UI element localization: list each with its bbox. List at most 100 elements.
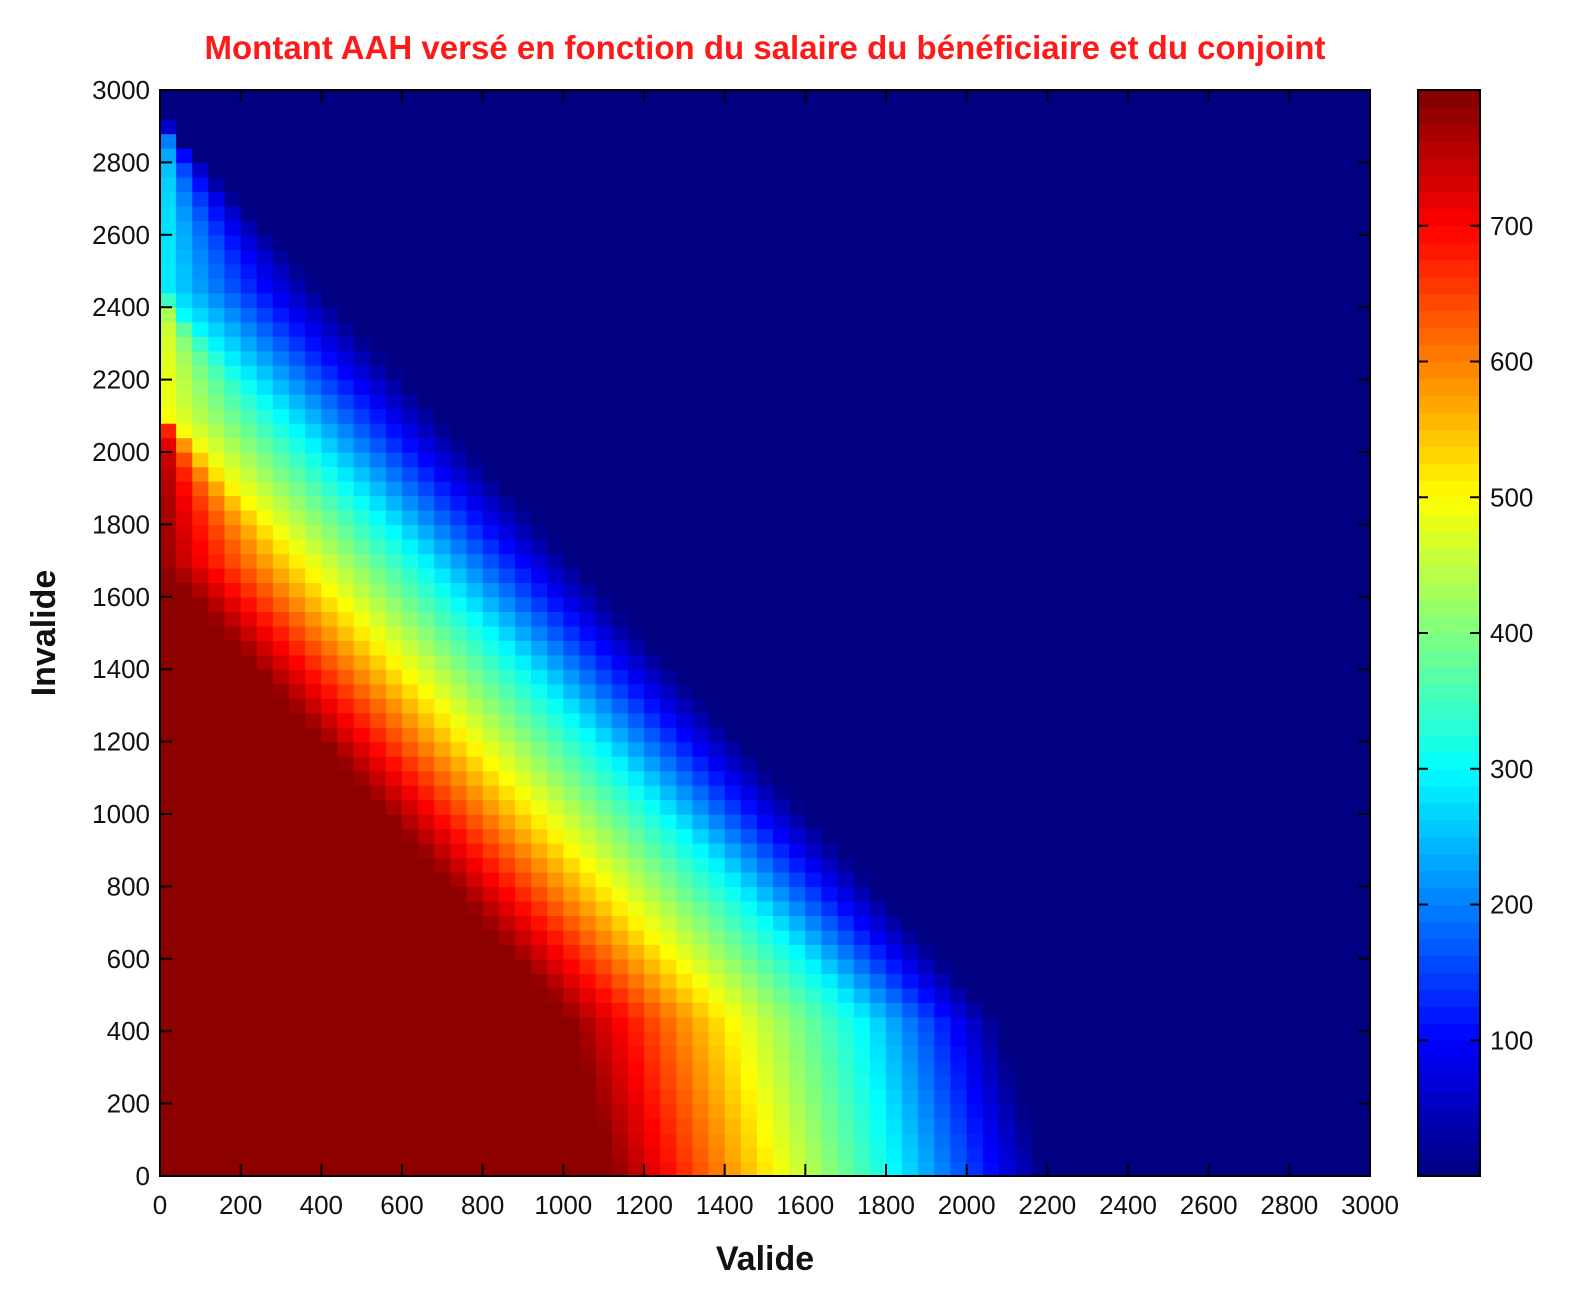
- heatmap-cell: [595, 495, 613, 511]
- heatmap-cell: [708, 727, 726, 743]
- heatmap-cell: [353, 1031, 371, 1047]
- heatmap-cell: [466, 394, 484, 410]
- heatmap-cell: [676, 973, 694, 989]
- heatmap-cell: [692, 452, 710, 468]
- heatmap-cell: [837, 408, 855, 424]
- heatmap-cell: [498, 437, 516, 453]
- heatmap-cell: [773, 278, 790, 294]
- heatmap-cell: [1337, 886, 1355, 902]
- heatmap-cell: [466, 278, 484, 294]
- heatmap-cell: [1273, 553, 1291, 569]
- heatmap-cell: [514, 712, 532, 728]
- heatmap-cell: [192, 944, 210, 960]
- heatmap-cell: [966, 249, 984, 265]
- heatmap-cell: [1305, 307, 1323, 323]
- heatmap-cell: [579, 958, 597, 974]
- heatmap-cell: [950, 509, 968, 526]
- heatmap-cell: [1208, 1074, 1226, 1090]
- heatmap-cell: [466, 669, 484, 685]
- heatmap-cell: [1031, 278, 1049, 294]
- heatmap-cell: [886, 900, 903, 917]
- heatmap-cell: [1273, 538, 1291, 555]
- heatmap-cell: [676, 249, 694, 265]
- heatmap-cell: [1305, 871, 1323, 888]
- heatmap-cell: [272, 466, 290, 482]
- heatmap-cell: [240, 423, 258, 439]
- heatmap-cell: [724, 900, 742, 917]
- heatmap-cell: [869, 495, 887, 511]
- heatmap-cell: [1208, 1161, 1226, 1176]
- heatmap-cell: [337, 944, 355, 960]
- heatmap-cell: [724, 828, 742, 844]
- heatmap-cell: [353, 799, 371, 815]
- heatmap-cell: [1257, 842, 1274, 859]
- heatmap-cell: [982, 987, 1000, 1003]
- heatmap-cell: [160, 915, 177, 931]
- heatmap-cell: [547, 582, 565, 598]
- heatmap-cell: [1176, 900, 1194, 917]
- heatmap-cell: [256, 220, 274, 236]
- heatmap-cell: [450, 249, 468, 265]
- heatmap-cell: [773, 842, 790, 859]
- heatmap-cell: [385, 886, 403, 902]
- heatmap-cell: [724, 958, 742, 974]
- heatmap-cell: [434, 973, 452, 989]
- heatmap-cell: [1095, 480, 1113, 497]
- heatmap-cell: [1192, 321, 1210, 337]
- heatmap-cell: [1273, 292, 1291, 308]
- heatmap-cell: [450, 538, 468, 555]
- heatmap-cell: [982, 683, 1000, 699]
- heatmap-cell: [1128, 756, 1145, 772]
- heatmap-cell: [821, 929, 839, 946]
- heatmap-cell: [305, 929, 323, 946]
- heatmap-cell: [547, 1118, 565, 1134]
- heatmap-cell: [692, 321, 710, 337]
- heatmap-cell: [418, 278, 435, 294]
- heatmap-cell: [1240, 1118, 1258, 1134]
- heatmap-cell: [1031, 379, 1049, 395]
- heatmap-cell: [692, 292, 710, 308]
- heatmap-cell: [563, 640, 581, 656]
- heatmap-cell: [869, 249, 887, 265]
- heatmap-cell: [450, 944, 468, 960]
- heatmap-cell: [805, 1031, 823, 1047]
- heatmap-cell: [1160, 365, 1178, 381]
- heatmap-cell: [982, 350, 1000, 366]
- heatmap-cell: [982, 625, 1000, 641]
- heatmap-cell: [1144, 524, 1161, 540]
- heatmap-cell: [1015, 958, 1032, 974]
- heatmap-cell: [821, 263, 839, 279]
- heatmap-cell: [579, 1147, 597, 1163]
- heatmap-cell: [1031, 741, 1049, 757]
- heatmap-cell: [1128, 249, 1145, 265]
- heatmap-cell: [1257, 509, 1274, 526]
- heatmap-cell: [660, 394, 677, 410]
- heatmap-cell: [1337, 973, 1355, 989]
- heatmap-cell: [934, 944, 952, 960]
- heatmap-cell: [1095, 379, 1113, 395]
- heatmap-cell: [176, 625, 193, 641]
- heatmap-cell: [627, 857, 645, 873]
- heatmap-cell: [627, 1118, 645, 1134]
- heatmap-cell: [176, 828, 193, 844]
- heatmap-cell: [272, 987, 290, 1003]
- heatmap-cell: [789, 596, 807, 612]
- heatmap-cell: [1240, 408, 1258, 424]
- heatmap-cell: [789, 973, 807, 989]
- heatmap-cell: [1160, 336, 1178, 352]
- heatmap-cell: [1176, 698, 1194, 714]
- heatmap-cell: [692, 379, 710, 395]
- heatmap-cell: [1095, 437, 1113, 453]
- heatmap-cell: [498, 886, 516, 902]
- heatmap-cell: [498, 1031, 516, 1047]
- heatmap-cell: [160, 785, 177, 801]
- heatmap-cell: [1240, 1002, 1258, 1018]
- heatmap-cell: [1208, 437, 1226, 453]
- heatmap-cell: [837, 1045, 855, 1061]
- heatmap-cell: [740, 379, 758, 395]
- heatmap-cell: [514, 553, 532, 569]
- heatmap-cell: [434, 437, 452, 453]
- heatmap-cell: [1111, 582, 1129, 598]
- heatmap-cell: [1079, 350, 1097, 366]
- heatmap-cell: [192, 640, 210, 656]
